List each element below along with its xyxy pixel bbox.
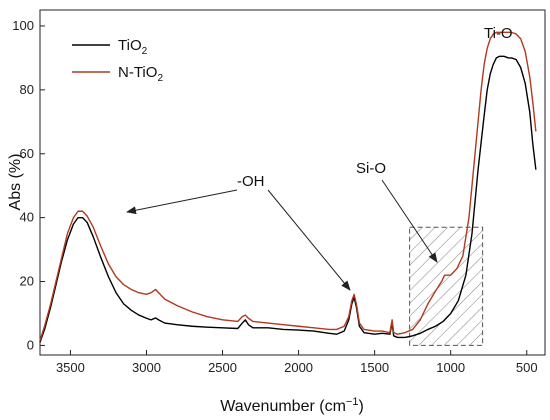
y-tick-label: 60 [20, 146, 34, 161]
y-tick-label: 100 [12, 18, 34, 33]
si-o-highlight-box [409, 226, 484, 346]
annotations: -OH Si-O Ti-O [126, 25, 513, 291]
x-tick-label: 3500 [56, 360, 85, 375]
x-tick-label: 1500 [360, 360, 389, 375]
y-tick-label: 80 [20, 82, 34, 97]
x-tick-label: 3000 [132, 360, 161, 375]
x-tick-label: 1000 [436, 360, 465, 375]
legend: TiO2 N-TiO2 [72, 37, 163, 84]
y-axis-title: Abs (%) [7, 154, 24, 211]
y-tick-label: 40 [20, 210, 34, 225]
legend-label-n-tio2: N-TiO2 [118, 64, 163, 84]
x-tick-label: 2000 [284, 360, 313, 375]
series-line-n-tio2 [39, 31, 537, 341]
legend-label-tio2: TiO2 [118, 37, 148, 57]
annotation-si-o-arrow [381, 179, 438, 263]
annotation-oh-label: -OH [237, 173, 265, 190]
annotation-oh-arrow-right [267, 189, 351, 291]
highlight-region [409, 226, 484, 346]
plot-frame [39, 9, 546, 356]
annotation-si-o-label: Si-O [356, 160, 386, 177]
annotation-ti-o-label: Ti-O [484, 25, 513, 42]
x-tick-label: 500 [516, 360, 538, 375]
x-axis-title: Wavenumber (cm−1) [220, 396, 364, 415]
y-tick-label: 20 [20, 274, 34, 289]
axis-ticks: 3500 3000 2500 2000 1500 1000 500 0 20 40 60 80 100 [12, 18, 537, 375]
x-tick-label: 2500 [208, 360, 237, 375]
series-layer [39, 31, 537, 343]
annotation-oh-arrow-left [126, 189, 238, 215]
y-tick-label: 0 [27, 337, 34, 352]
series-line-tio2 [39, 55, 537, 343]
